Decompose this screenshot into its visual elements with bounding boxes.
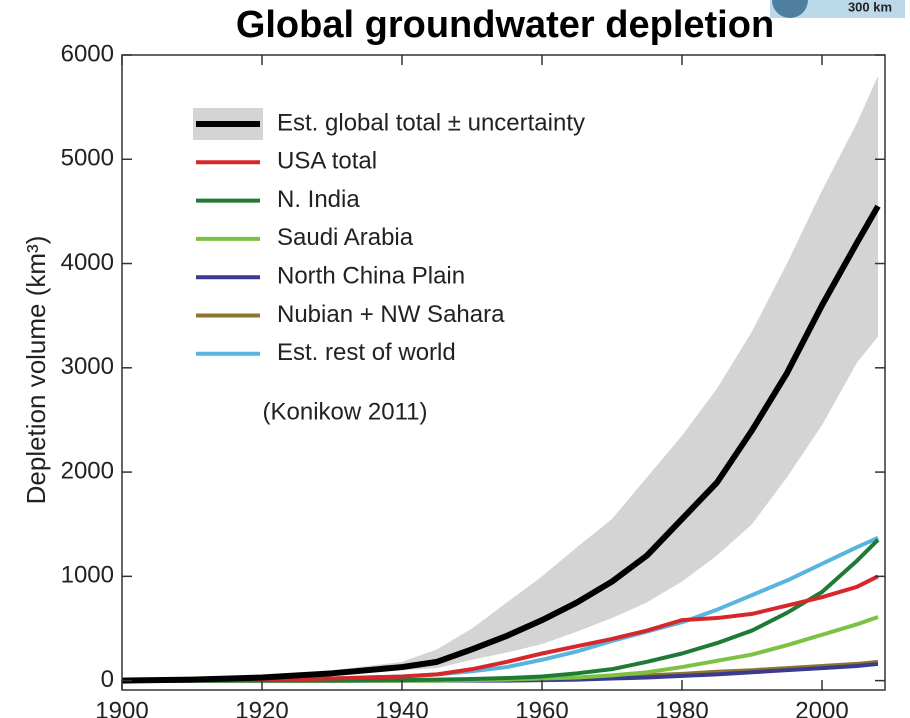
x-tick-label: 1960 [515,697,568,718]
map-label: 300 km [848,0,892,14]
x-tick-label: 2000 [795,697,848,718]
legend-label: North China Plain [277,263,465,290]
annotation: (Konikow 2011) [263,398,428,425]
y-axis-label: Depletion volume (km³) [21,236,51,505]
legend-label: Saudi Arabia [277,224,414,251]
chart-title: Global groundwater depletion [236,4,774,46]
legend-label: Nubian + NW Sahara [277,301,505,328]
chart: 300 km Global groundwater depletion Depl… [0,0,910,718]
y-tick-label: 5000 [61,145,114,172]
x-tick-label: 1980 [655,697,708,718]
y-tick-label: 6000 [61,40,114,67]
y-tick-label: 0 [101,666,114,693]
x-tick-label: 1940 [375,697,428,718]
x-tick-label: 1900 [95,697,148,718]
legend-label: USA total [277,148,377,175]
y-tick-label: 4000 [61,249,114,276]
legend-label: N. India [277,186,360,213]
legend-label: Est. global total ± uncertainty [277,109,585,136]
legend-label: Est. rest of world [277,339,456,366]
y-tick-label: 3000 [61,353,114,380]
x-tick-label: 1920 [235,697,288,718]
y-tick-label: 1000 [61,562,114,589]
y-tick-label: 2000 [61,457,114,484]
